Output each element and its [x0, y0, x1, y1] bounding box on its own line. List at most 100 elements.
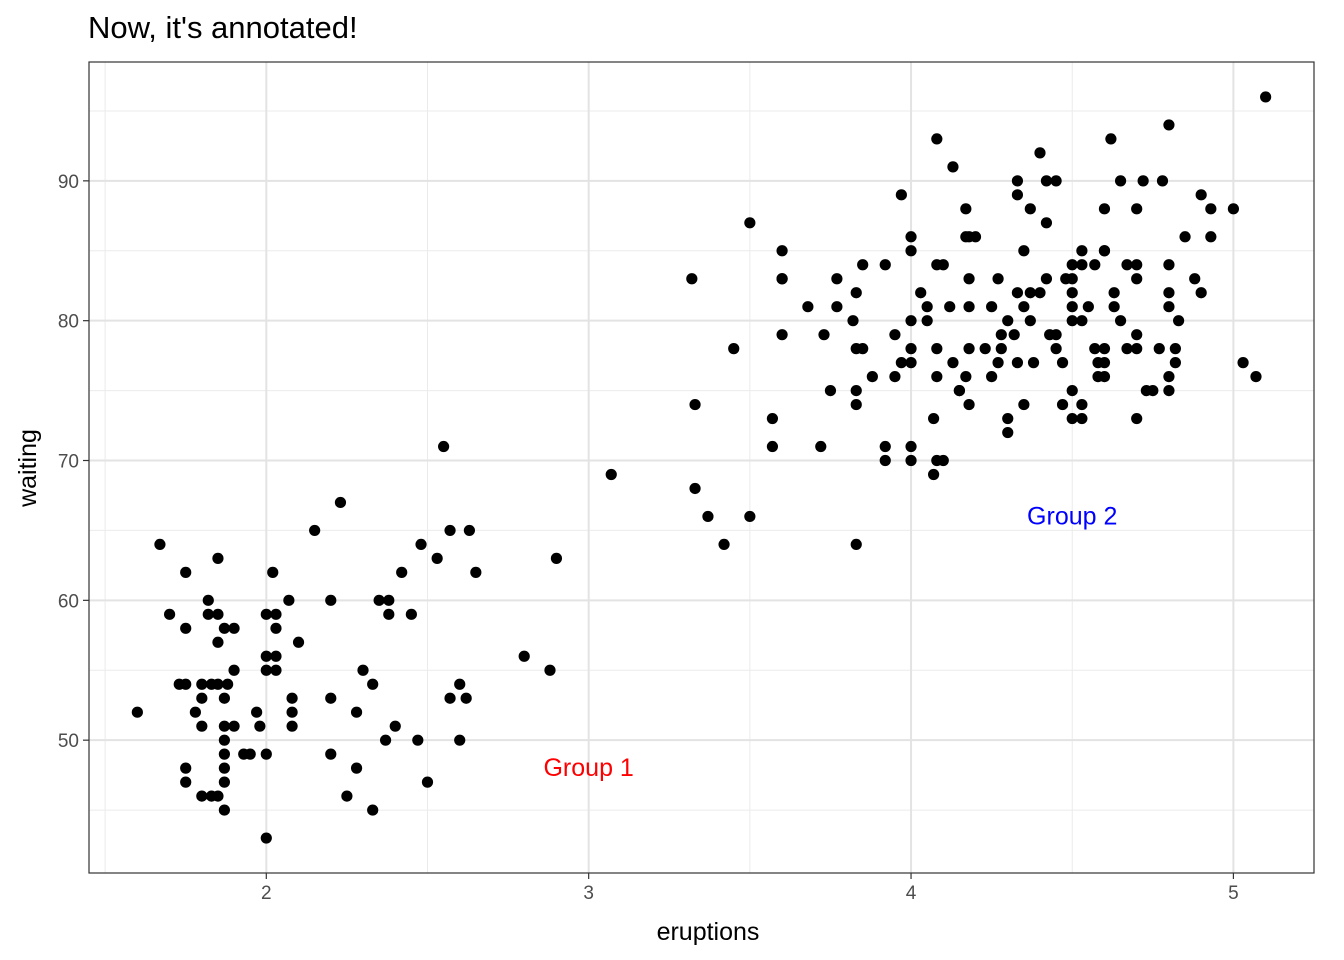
data-point — [847, 315, 859, 327]
data-point — [1066, 273, 1078, 285]
data-point — [1050, 343, 1062, 355]
data-point — [463, 524, 475, 537]
data-point — [905, 245, 917, 257]
data-point — [905, 440, 917, 453]
data-point — [1066, 315, 1078, 327]
data-point — [1066, 384, 1078, 397]
data-point — [1027, 357, 1040, 369]
data-point — [718, 538, 730, 551]
data-point — [1163, 259, 1175, 271]
data-point — [963, 273, 975, 285]
data-point — [979, 343, 991, 355]
data-point — [1131, 343, 1143, 355]
data-point — [357, 664, 369, 676]
data-point — [1089, 259, 1101, 271]
data-point — [992, 357, 1004, 369]
data-point — [1002, 426, 1014, 439]
data-point — [1131, 203, 1143, 215]
data-point — [389, 720, 401, 732]
data-point — [1050, 329, 1062, 341]
data-point — [1114, 315, 1127, 327]
data-point — [196, 678, 208, 690]
data-point — [196, 790, 208, 802]
data-point — [824, 384, 837, 397]
data-point — [460, 692, 472, 704]
data-point — [550, 552, 563, 564]
data-point — [857, 259, 869, 271]
data-point — [292, 636, 305, 648]
data-point — [1195, 189, 1207, 201]
data-point — [180, 762, 192, 774]
data-point — [1011, 189, 1024, 201]
chart-title: Now, it's annotated! — [88, 10, 358, 45]
data-point — [953, 384, 965, 397]
data-point — [196, 720, 208, 732]
data-point — [212, 678, 224, 690]
data-point — [254, 720, 266, 732]
data-point — [350, 762, 363, 774]
data-point — [963, 301, 975, 313]
data-point — [802, 301, 814, 313]
data-point — [1034, 147, 1046, 159]
data-point — [260, 832, 272, 844]
data-point — [850, 538, 862, 551]
data-point — [850, 398, 862, 411]
data-point — [1024, 315, 1036, 327]
data-point — [260, 748, 272, 760]
data-point — [1131, 259, 1143, 271]
data-point — [1076, 245, 1088, 257]
data-point — [405, 608, 417, 620]
data-point — [180, 776, 192, 788]
data-point — [831, 273, 843, 285]
data-point — [905, 343, 917, 355]
y-tick-label: 50 — [58, 731, 79, 752]
data-point — [1018, 245, 1030, 257]
data-point — [415, 538, 427, 551]
annotations: Group 1 Group 2 — [543, 502, 1117, 782]
data-point — [218, 748, 230, 760]
data-point — [379, 734, 392, 746]
y-tick-label: 80 — [58, 312, 79, 333]
data-point — [438, 440, 450, 453]
data-point — [818, 329, 830, 341]
data-point — [776, 245, 788, 257]
y-tick-label: 70 — [58, 452, 79, 473]
annotation-label: Group 2 — [1027, 502, 1117, 530]
data-point — [915, 287, 927, 299]
data-point — [905, 357, 917, 369]
data-point — [1169, 357, 1181, 369]
data-point — [1173, 315, 1185, 327]
data-point — [776, 329, 788, 341]
data-point — [776, 273, 788, 285]
data-point — [202, 594, 214, 606]
x-tick-label: 5 — [1228, 883, 1239, 904]
data-point — [212, 636, 224, 648]
data-point — [1082, 301, 1094, 313]
data-point — [218, 762, 230, 774]
data-point — [1066, 412, 1078, 425]
data-point — [212, 608, 224, 620]
data-point — [879, 454, 891, 467]
data-point — [383, 608, 395, 620]
x-axis-title: eruptions — [657, 918, 760, 946]
data-point — [895, 189, 907, 201]
data-point — [1076, 412, 1088, 425]
data-point — [260, 650, 272, 662]
data-point — [928, 468, 940, 481]
data-point — [1114, 175, 1127, 187]
y-tick-label: 90 — [58, 172, 79, 193]
data-point — [1024, 203, 1036, 215]
data-point — [815, 440, 827, 453]
data-point — [1089, 343, 1101, 355]
data-point — [931, 371, 943, 383]
data-point — [228, 664, 240, 676]
data-point — [879, 259, 891, 271]
gridlines — [89, 62, 1314, 873]
data-point — [960, 203, 972, 215]
data-point — [1163, 301, 1175, 313]
data-point — [325, 748, 337, 760]
data-point — [1250, 371, 1262, 383]
data-point — [218, 804, 230, 816]
data-point — [1076, 259, 1088, 271]
data-point — [1205, 203, 1217, 215]
